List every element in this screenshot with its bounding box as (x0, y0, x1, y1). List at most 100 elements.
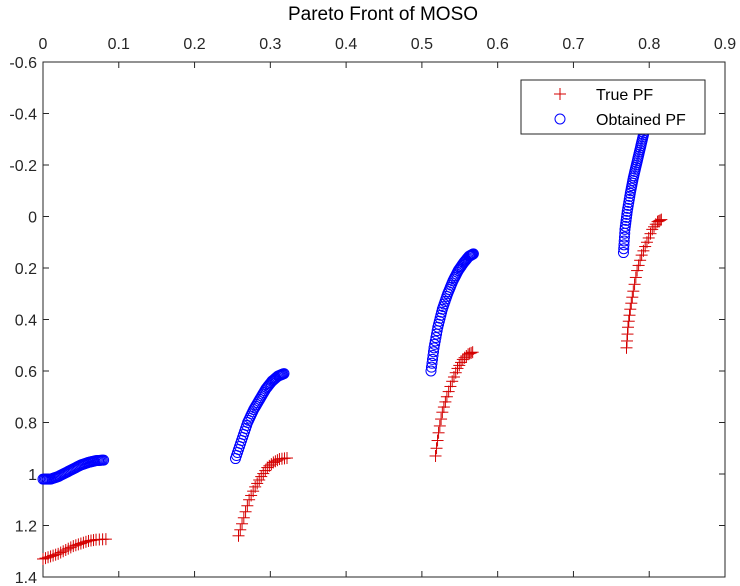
y-tick-label: 0.4 (15, 313, 37, 330)
data-point-circle (98, 454, 110, 466)
data-point-plus (271, 454, 284, 467)
data-point-circle (426, 357, 438, 369)
data-point-plus (625, 297, 638, 310)
x-tick-label: 0.2 (183, 36, 205, 53)
data-point-plus (64, 541, 77, 554)
data-point-plus (74, 537, 87, 550)
data-point-plus (257, 467, 270, 480)
data-point-circle (278, 368, 290, 380)
data-point-plus (255, 470, 268, 483)
data-point-plus (430, 442, 443, 455)
data-point-plus (462, 348, 475, 361)
y-tick-label: 1 (28, 467, 37, 484)
data-point-plus (67, 540, 80, 553)
x-tick-label: 0.4 (335, 36, 357, 53)
data-point-circle (618, 231, 630, 243)
x-axis: 0 0.1 0.2 0.3 0.4 0.5 0.6 0.7 0.8 0.9 (39, 36, 736, 577)
data-point-circle (425, 361, 437, 373)
pareto-segment (37, 533, 112, 565)
legend-plus-glyph (554, 88, 566, 100)
pareto-segment (232, 452, 294, 542)
data-point-circle (619, 223, 631, 235)
legend-label-true-pf: True PF (596, 87, 653, 104)
data-point-plus (626, 291, 639, 304)
data-point-circle (620, 211, 632, 223)
data-point-circle (617, 247, 629, 259)
data-point-circle (425, 365, 437, 377)
data-point-circle (618, 235, 630, 247)
y-tick-label: 0 (28, 210, 37, 227)
data-point-plus (59, 543, 72, 556)
data-point-plus (440, 390, 453, 403)
data-point-plus (253, 474, 266, 487)
x-tick-label: 0.8 (638, 36, 660, 53)
data-point-plus (72, 538, 85, 551)
data-point-plus (281, 452, 294, 465)
data-point-plus (239, 505, 252, 518)
y-tick-label: -0.4 (9, 107, 37, 124)
data-point-plus (251, 477, 264, 490)
data-point-plus (232, 529, 245, 542)
y-axis: -0.6 -0.4 -0.2 0 0.2 0.4 0.6 0.8 1 1.2 1.4 (9, 55, 725, 586)
data-point-plus (453, 359, 466, 372)
data-point-plus (634, 254, 647, 267)
data-point-plus (655, 213, 668, 226)
data-point-plus (69, 539, 82, 552)
data-point-plus (236, 517, 249, 530)
data-point-plus (622, 321, 635, 334)
data-point-plus (429, 449, 442, 462)
data-point-plus (431, 434, 444, 447)
data-point-circle (427, 350, 439, 362)
data-point-plus (654, 214, 667, 227)
data-point-plus (79, 535, 92, 548)
legend-plus-marker-icon (554, 88, 566, 100)
y-tick-label: 1.2 (15, 519, 37, 536)
data-point-plus (466, 346, 479, 359)
y-tick-label: -0.2 (9, 158, 37, 175)
pareto-segment (620, 213, 668, 354)
data-point-circle (621, 208, 633, 220)
data-point-plus (57, 545, 70, 558)
data-point-circle (618, 239, 630, 251)
data-point-plus (44, 550, 57, 563)
data-point-plus (631, 264, 644, 277)
plot-series (37, 113, 668, 565)
data-point-plus (621, 328, 634, 341)
y-tick-label: -0.6 (9, 55, 37, 72)
x-tick-label: 0.1 (108, 36, 130, 53)
legend-box (520, 79, 706, 135)
data-point-plus (37, 552, 49, 565)
legend: True PF Obtained PF (520, 79, 706, 135)
data-point-plus (77, 536, 90, 549)
x-tick-label: 0.6 (487, 36, 509, 53)
legend-label-obtained-pf: Obtained PF (596, 112, 686, 129)
data-point-plus (623, 309, 636, 322)
data-point-circle (619, 220, 631, 232)
data-point-plus (49, 548, 62, 561)
data-point-plus (620, 334, 633, 347)
legend-circle-marker-icon (554, 113, 566, 125)
data-point-plus (47, 549, 60, 562)
x-tick-label: 0.3 (259, 36, 281, 53)
data-point-plus (439, 395, 452, 408)
data-point-plus (632, 259, 645, 272)
data-point-plus (234, 523, 247, 536)
data-point-circle (618, 243, 630, 255)
chart-title: Pareto Front of MOSO (288, 4, 478, 25)
data-point-plus (442, 385, 455, 398)
data-point-plus (241, 499, 254, 512)
legend-circle-glyph (554, 113, 566, 125)
data-point-circle (620, 217, 632, 229)
data-point-plus (444, 380, 457, 393)
pareto-segment (425, 248, 479, 377)
data-point-plus (620, 341, 633, 354)
data-point-plus (42, 551, 55, 564)
data-point-plus (628, 278, 641, 291)
x-tick-label: 0 (39, 36, 48, 53)
data-point-plus (437, 401, 450, 414)
data-point-plus (54, 546, 67, 559)
data-point-plus (451, 362, 464, 375)
data-point-plus (465, 346, 478, 359)
data-point-plus (435, 413, 448, 426)
data-point-circle (467, 248, 479, 260)
